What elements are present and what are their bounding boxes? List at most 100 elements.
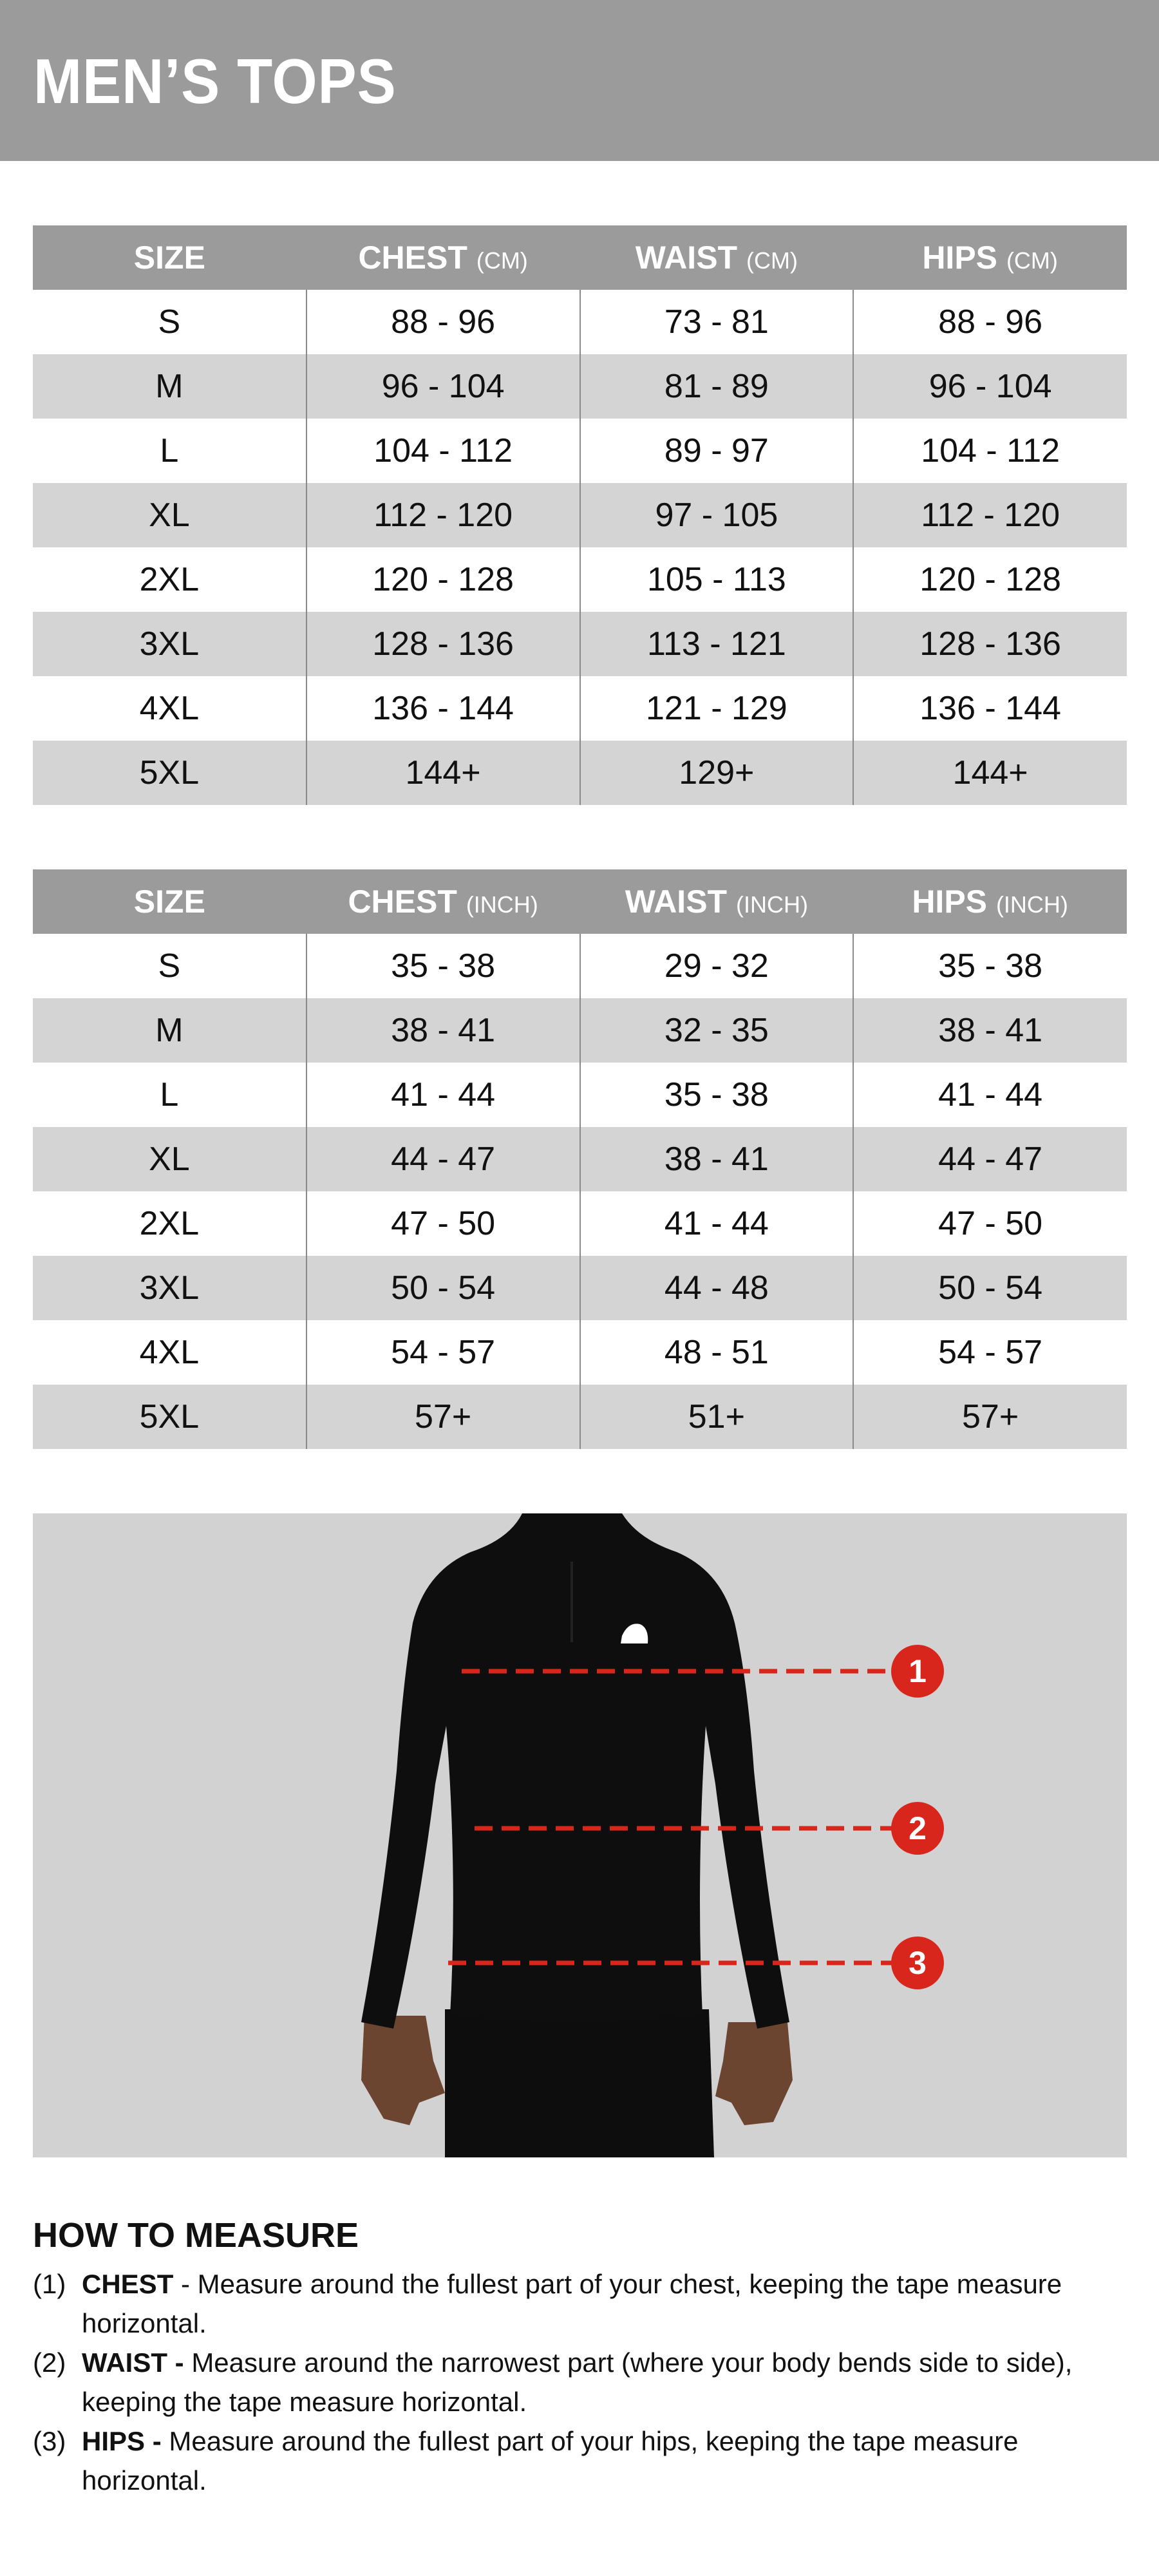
column-unit: (INCH) — [736, 891, 808, 918]
table-cell: 96 - 104 — [853, 354, 1127, 419]
item-number: (1) — [33, 2269, 66, 2299]
table-cell: 97 - 105 — [579, 483, 854, 547]
column-header: WAIST (INCH) — [580, 869, 854, 934]
table-cell: 51+ — [579, 1385, 854, 1449]
column-label: WAIST — [625, 884, 728, 920]
item-text: Measure around the fullest part of your … — [82, 2426, 1019, 2496]
table-cell: 44 - 48 — [579, 1256, 854, 1320]
table-row: 4XL 54 - 57 48 - 51 54 - 57 — [33, 1320, 1127, 1385]
item-term: HIPS - — [82, 2426, 162, 2456]
table-cell: 4XL — [139, 690, 200, 727]
table-row: 3XL 50 - 54 44 - 48 50 - 54 — [33, 1256, 1127, 1320]
table-cell: 35 - 38 — [853, 934, 1127, 998]
table-cell: 112 - 120 — [853, 483, 1127, 547]
table-cell: 88 - 96 — [305, 290, 580, 354]
column-label: HIPS — [912, 884, 988, 920]
item-number: (2) — [33, 2347, 66, 2378]
column-header: SIZE — [33, 869, 306, 934]
table-cell: 50 - 54 — [853, 1256, 1127, 1320]
table-cell: 54 - 57 — [853, 1320, 1127, 1385]
table-cell: 128 - 136 — [853, 612, 1127, 676]
column-label: CHEST — [358, 240, 467, 276]
table-row: 5XL 57+ 51+ 57+ — [33, 1385, 1127, 1449]
column-unit: (CM) — [1006, 247, 1058, 274]
column-unit: (CM) — [476, 247, 528, 274]
table-cell: 47 - 50 — [853, 1191, 1127, 1256]
title-banner: MEN’S TOPS — [0, 0, 1159, 161]
column-label: CHEST — [348, 884, 457, 920]
table-cell: 136 - 144 — [305, 676, 580, 741]
table-cell: 29 - 32 — [579, 934, 854, 998]
table-row: L 104 - 112 89 - 97 104 - 112 — [33, 419, 1127, 483]
instruction-waist: (2) WAIST - Measure around the narrowest … — [33, 2343, 1127, 2421]
shorts — [445, 2009, 714, 2157]
column-header: CHEST (CM) — [306, 225, 580, 290]
table-cell: 38 - 41 — [305, 998, 580, 1063]
table-cell: 105 - 113 — [579, 547, 854, 612]
table-cell: 120 - 128 — [305, 547, 580, 612]
table-cell: 57+ — [853, 1385, 1127, 1449]
table-cell: 128 - 136 — [305, 612, 580, 676]
column-label: SIZE — [133, 240, 205, 276]
table-cell: 57+ — [305, 1385, 580, 1449]
table-cell: 32 - 35 — [579, 998, 854, 1063]
table-row: S 88 - 96 73 - 81 88 - 96 — [33, 290, 1127, 354]
table-row: XL 112 - 120 97 - 105 112 - 120 — [33, 483, 1127, 547]
model-illustration: 1 2 3 — [361, 1513, 944, 2157]
column-header: WAIST (CM) — [580, 225, 854, 290]
table-cell: 96 - 104 — [305, 354, 580, 419]
table-cell: 144+ — [853, 741, 1127, 805]
table-row: 2XL 120 - 128 105 - 113 120 - 128 — [33, 547, 1127, 612]
table-cell: 41 - 44 — [305, 1063, 580, 1127]
table-header-row: SIZE CHEST (CM) WAIST (CM) HIPS (CM) — [33, 225, 1127, 290]
table-cell: 5XL — [33, 1385, 306, 1449]
column-unit: (INCH) — [466, 891, 538, 918]
table-cell: L — [160, 1076, 179, 1113]
table-cell: 104 - 112 — [853, 419, 1127, 483]
table-cell: 121 - 129 — [579, 676, 854, 741]
table-cell: 35 - 38 — [305, 934, 580, 998]
column-label: HIPS — [922, 240, 998, 276]
table-row: 5XL 144+ 129+ 144+ — [33, 741, 1127, 805]
marker-number: 3 — [909, 1945, 927, 1981]
table-row: XL 44 - 47 38 - 41 44 - 47 — [33, 1127, 1127, 1191]
column-label: WAIST — [635, 240, 738, 276]
table-cell: S — [158, 947, 181, 985]
right-hand — [715, 2022, 793, 2125]
column-label: SIZE — [133, 884, 205, 920]
table-row: M 96 - 104 81 - 89 96 - 104 — [33, 354, 1127, 419]
how-to-measure-section: HOW TO MEASURE (1) CHEST - Measure around… — [33, 2215, 1127, 2500]
shirt — [361, 1513, 789, 2029]
marker-circle — [891, 1645, 944, 1698]
table-cell: 44 - 47 — [305, 1127, 580, 1191]
table-cell: 54 - 57 — [305, 1320, 580, 1385]
table-cell: L — [160, 432, 179, 469]
table-cell: 113 - 121 — [579, 612, 854, 676]
table-cell: 41 - 44 — [579, 1191, 854, 1256]
marker-circle — [891, 1937, 944, 1989]
instruction-hips: (3) HIPS - Measure around the fullest par… — [33, 2421, 1127, 2500]
instruction-chest: (1) CHEST - Measure around the fullest pa… — [33, 2264, 1127, 2343]
item-text: Measure around the narrowest part (where… — [82, 2347, 1073, 2417]
how-to-measure-title: HOW TO MEASURE — [33, 2216, 359, 2255]
table-cell: XL — [33, 483, 306, 547]
column-header: CHEST (INCH) — [306, 869, 580, 934]
item-term: WAIST - — [82, 2347, 184, 2378]
table-cell: 88 - 96 — [853, 290, 1127, 354]
table-cell: 35 - 38 — [579, 1063, 854, 1127]
table-cell: 47 - 50 — [305, 1191, 580, 1256]
measure-instructions-list: (1) CHEST - Measure around the fullest pa… — [33, 2264, 1127, 2500]
table-cell: 112 - 120 — [305, 483, 580, 547]
marker-circle — [891, 1802, 944, 1855]
table-cell: 4XL — [139, 1334, 200, 1371]
table-row: M 38 - 41 32 - 35 38 - 41 — [33, 998, 1127, 1063]
table-cell: 38 - 41 — [853, 998, 1127, 1063]
gorilla-logo — [621, 1624, 648, 1643]
item-number: (3) — [33, 2426, 66, 2456]
table-cell: 44 - 47 — [853, 1127, 1127, 1191]
column-header: HIPS (CM) — [853, 225, 1127, 290]
table-cell: 3XL — [33, 612, 306, 676]
marker-number: 1 — [909, 1653, 927, 1689]
table-cell: 144+ — [305, 741, 580, 805]
table-cell: M — [33, 354, 306, 419]
